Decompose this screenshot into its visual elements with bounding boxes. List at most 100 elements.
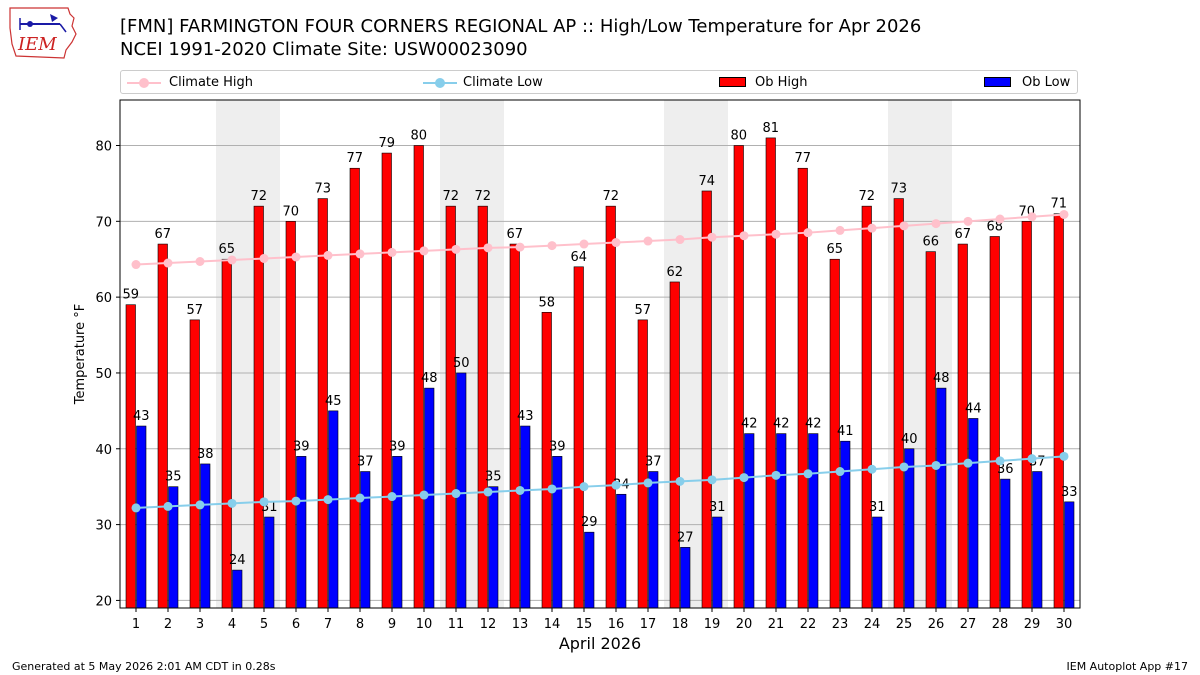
y-tick-label-20: 20 bbox=[95, 594, 112, 609]
climate-low-point-16 bbox=[611, 480, 621, 490]
climate-high-point-3 bbox=[195, 256, 205, 266]
climate-high-point-24 bbox=[867, 223, 877, 233]
ob-low-label-30: 33 bbox=[1061, 485, 1078, 500]
ob-low-label-1: 43 bbox=[133, 409, 150, 424]
weekend-shade-day-12 bbox=[472, 100, 504, 608]
ob-high-bar-18 bbox=[669, 281, 680, 609]
x-axis-label: April 2026 bbox=[559, 634, 641, 653]
ob-high-bar-1 bbox=[125, 304, 136, 609]
climate-low-point-21 bbox=[771, 470, 781, 480]
ob-low-bar-30 bbox=[1064, 501, 1075, 609]
ob-low-bar-17 bbox=[648, 471, 659, 609]
climate-low-point-1 bbox=[131, 503, 141, 513]
ob-low-bar-4 bbox=[232, 569, 243, 609]
climate-high-point-25 bbox=[899, 221, 909, 231]
climate-low-point-25 bbox=[899, 462, 909, 472]
climate-high-point-27 bbox=[963, 216, 973, 226]
climate-high-point-23 bbox=[835, 225, 845, 235]
climate-low-point-24 bbox=[867, 464, 877, 474]
x-tick-label-3: 3 bbox=[196, 617, 204, 632]
x-tick-label-26: 26 bbox=[928, 617, 945, 632]
climate-low-point-29 bbox=[1027, 454, 1037, 464]
ob-high-bar-29 bbox=[1021, 221, 1032, 609]
ob-high-label-23: 65 bbox=[826, 242, 843, 257]
ob-high-bar-11 bbox=[445, 205, 456, 609]
x-tick-label-18: 18 bbox=[672, 617, 689, 632]
x-tick-label-6: 6 bbox=[292, 617, 300, 632]
ob-low-bar-29 bbox=[1032, 471, 1043, 609]
climate-low-point-3 bbox=[195, 500, 205, 510]
ob-high-bar-2 bbox=[157, 243, 168, 609]
climate-high-point-17 bbox=[643, 236, 653, 246]
climate-high-point-4 bbox=[227, 255, 237, 265]
climate-high-point-9 bbox=[387, 247, 397, 257]
climate-high-point-15 bbox=[579, 239, 589, 249]
footer-generated: Generated at 5 May 2026 2:01 AM CDT in 0… bbox=[12, 660, 276, 673]
x-tick-label-30: 30 bbox=[1056, 617, 1073, 632]
ob-low-label-21: 42 bbox=[773, 417, 790, 432]
climate-low-point-15 bbox=[579, 482, 589, 492]
climate-high-point-12 bbox=[483, 243, 493, 253]
y-tick-label-30: 30 bbox=[95, 519, 112, 534]
climate-high-point-14 bbox=[547, 241, 557, 251]
ob-high-label-18: 62 bbox=[666, 265, 683, 280]
ob-low-label-4: 24 bbox=[229, 553, 246, 568]
ob-high-bar-8 bbox=[349, 167, 360, 609]
ob-high-bar-25 bbox=[893, 198, 904, 609]
ob-low-bar-1 bbox=[136, 425, 147, 609]
climate-low-point-27 bbox=[963, 458, 973, 468]
ob-low-bar-15 bbox=[584, 531, 595, 609]
climate-low-point-19 bbox=[707, 475, 717, 485]
climate-low-point-14 bbox=[547, 484, 557, 494]
climate-low-point-5 bbox=[259, 497, 269, 507]
ob-low-label-22: 42 bbox=[805, 417, 822, 432]
iem-logo: IEM bbox=[9, 7, 77, 59]
ob-low-bar-25 bbox=[904, 448, 915, 609]
ob-low-label-28: 36 bbox=[997, 462, 1014, 477]
ob-low-bar-5 bbox=[264, 516, 275, 609]
x-tick-label-20: 20 bbox=[736, 617, 753, 632]
chart-subtitle: NCEI 1991-2020 Climate Site: USW00023090 bbox=[120, 39, 528, 60]
ob-low-bar-23 bbox=[840, 440, 851, 609]
climate-high-point-22 bbox=[803, 228, 813, 238]
ob-high-label-17: 57 bbox=[634, 303, 651, 318]
ob-low-label-23: 41 bbox=[837, 424, 854, 439]
climate-low-point-11 bbox=[451, 489, 461, 499]
ob-high-label-2: 67 bbox=[154, 227, 171, 242]
ob-low-bar-21 bbox=[776, 433, 787, 609]
climate-low-point-22 bbox=[803, 469, 813, 479]
ob-high-bar-27 bbox=[957, 243, 968, 609]
ob-high-label-26: 66 bbox=[922, 235, 939, 250]
ob-high-label-5: 72 bbox=[250, 189, 267, 204]
svg-text:IEM: IEM bbox=[17, 34, 57, 55]
climate-low-point-4 bbox=[227, 498, 237, 508]
climate-high-point-30 bbox=[1059, 209, 1069, 219]
climate-low-point-7 bbox=[323, 495, 333, 505]
ob-low-label-19: 31 bbox=[709, 500, 726, 515]
climate-high-line bbox=[135, 213, 1065, 266]
weekend-shade-day-11 bbox=[440, 100, 472, 608]
ob-high-bar-24 bbox=[861, 205, 872, 609]
climate-low-point-28 bbox=[995, 456, 1005, 466]
ob-high-label-27: 67 bbox=[954, 227, 971, 242]
ob-low-label-24: 31 bbox=[869, 500, 886, 515]
ob-low-bar-6 bbox=[296, 456, 307, 609]
ob-low-label-25: 40 bbox=[901, 432, 918, 447]
ob-high-label-20: 80 bbox=[730, 128, 747, 143]
ob-low-bar-28 bbox=[1000, 478, 1011, 609]
ob-low-bar-18 bbox=[680, 547, 691, 609]
climate-high-point-28 bbox=[995, 214, 1005, 224]
ob-low-label-20: 42 bbox=[741, 417, 758, 432]
x-tick-label-4: 4 bbox=[228, 617, 236, 632]
climate-high-point-13 bbox=[515, 242, 525, 252]
climate-low-point-12 bbox=[483, 487, 493, 497]
weekend-shade-day-19 bbox=[696, 100, 728, 608]
x-tick-label-25: 25 bbox=[896, 617, 913, 632]
y-axis-label: Temperature °F bbox=[73, 304, 88, 405]
climate-high-point-7 bbox=[323, 250, 333, 260]
climate-low-point-26 bbox=[931, 460, 941, 470]
x-tick-label-21: 21 bbox=[768, 617, 785, 632]
climate-low-point-9 bbox=[387, 492, 397, 502]
ob-high-label-1: 59 bbox=[122, 288, 139, 303]
